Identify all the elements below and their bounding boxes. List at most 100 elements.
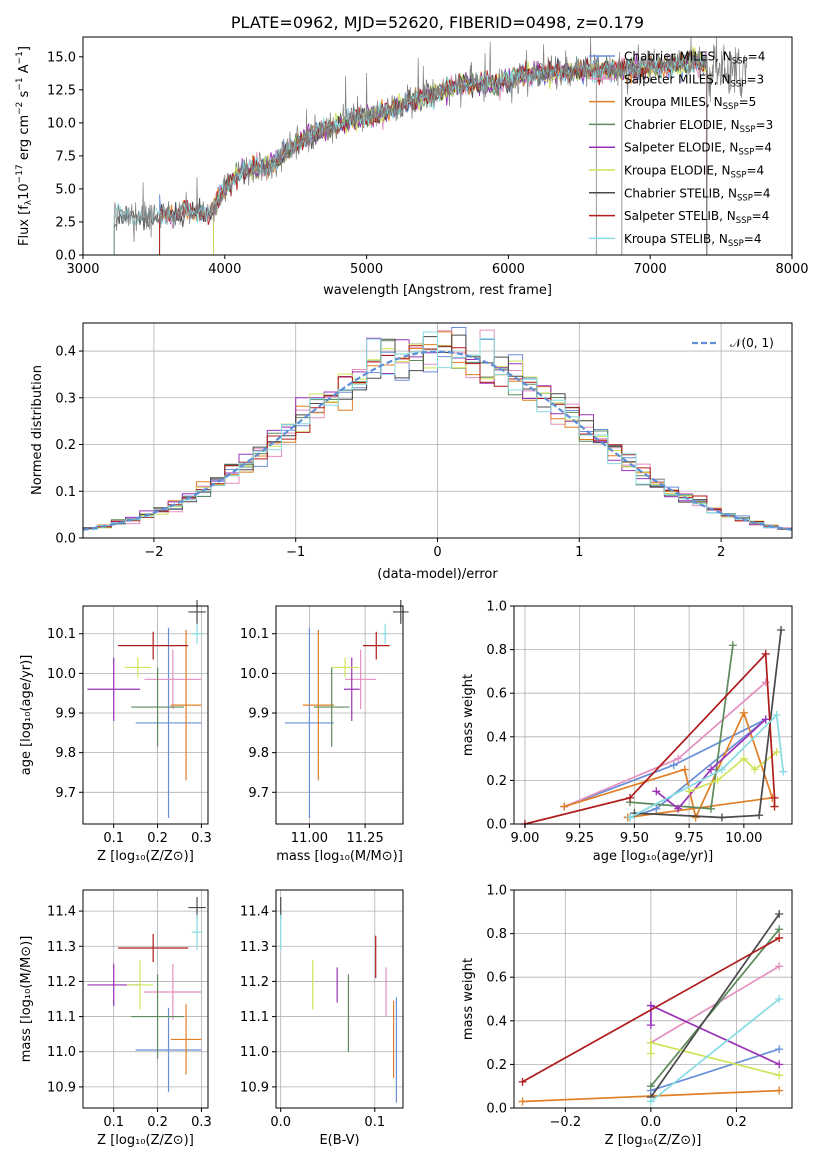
mass-vs-ebv-frame xyxy=(275,889,404,1109)
y-tick-label: 10.0 xyxy=(240,667,269,682)
y-tick-label: 0.2 xyxy=(486,774,507,789)
spectrum-legend: Chabrier MILES, NSSP=4 Salpeter MILES, NS… xyxy=(589,50,773,249)
weight-vs-age-xlabel: age [log₁₀(age/yr)] xyxy=(593,849,714,864)
weight-marker xyxy=(717,813,726,822)
y-tick-label: 0.0 xyxy=(486,818,507,833)
weight-marker xyxy=(646,1038,655,1047)
residuals-ylabel: Normed distribution xyxy=(30,365,45,495)
y-tick-label: 0.8 xyxy=(486,643,507,658)
weight-marker xyxy=(779,767,788,776)
x-tick-label: 9.00 xyxy=(510,831,539,846)
y-tick-label: 11.0 xyxy=(240,1045,269,1060)
x-tick-label: 0.3 xyxy=(191,1115,212,1130)
errorbar-point xyxy=(313,667,350,747)
mass-vs-Z-xlabel: Z [log₁₀(Z/Z⊙)] xyxy=(97,1133,194,1148)
x-tick-label: 0.0 xyxy=(270,1115,291,1130)
weight-marker xyxy=(750,765,759,774)
y-tick-label: 15.0 xyxy=(47,50,76,65)
errorbar-point xyxy=(118,933,189,963)
errorbar-point xyxy=(284,627,334,819)
x-tick-label: 9.25 xyxy=(565,831,594,846)
x-tick-label: −0.2 xyxy=(550,1115,582,1130)
errorbar-point xyxy=(362,631,390,660)
weight-marker xyxy=(691,813,700,822)
y-tick-label: 9.9 xyxy=(248,707,269,722)
weight-marker xyxy=(755,811,764,820)
errorbar-point xyxy=(343,657,360,721)
x-tick-label: 0.1 xyxy=(103,1115,124,1130)
x-tick-label: 9.50 xyxy=(620,831,649,846)
errorbar-point xyxy=(144,649,202,710)
y-tick-label: 11.4 xyxy=(47,905,76,920)
x-tick-label: 0.1 xyxy=(364,1115,385,1130)
weight-marker xyxy=(775,1086,784,1095)
legend-label: Chabrier MILES, NSSP=4 xyxy=(624,50,765,67)
legend-label: Salpeter STELIB, NSSP=4 xyxy=(624,209,769,226)
y-tick-label: 0.4 xyxy=(486,730,507,745)
weight-marker xyxy=(772,711,781,719)
weight-marker xyxy=(728,641,737,650)
errorbar-point xyxy=(135,1007,202,1093)
y-tick-label: 0.0 xyxy=(55,249,76,264)
weight-marker xyxy=(770,802,779,811)
y-tick-label: 10.0 xyxy=(47,667,76,682)
spectrum-xlabel: wavelength [Angstrom, rest frame] xyxy=(323,283,552,298)
mass-vs-Z-grid xyxy=(83,890,208,1108)
errorbar-point xyxy=(126,960,154,1010)
spectrum-frame xyxy=(82,36,793,256)
weight-vs-Z-xlabel: Z [log₁₀(Z/Z⊙)] xyxy=(605,1133,702,1148)
errorbar-point xyxy=(331,657,359,678)
weight-marker xyxy=(626,793,635,802)
age-vs-Z-ylabel: age [log₁₀(age/yr)] xyxy=(19,655,34,776)
y-tick-label: 9.8 xyxy=(248,746,269,761)
errorbar-point xyxy=(302,629,334,781)
mass-vs-Z-ylabel: mass [log₁₀(M/M⊙)] xyxy=(19,936,34,1063)
y-tick-label: 0.1 xyxy=(55,485,76,500)
age-vs-mass-errorbars xyxy=(284,600,409,819)
weight-marker xyxy=(775,995,784,1003)
weight-marker xyxy=(775,962,784,971)
mass-vs-ebv-grid xyxy=(276,890,403,1108)
weight-marker xyxy=(777,625,786,634)
x-tick-label: 0.3 xyxy=(191,831,212,846)
weight-marker xyxy=(775,1045,784,1054)
errorbar-point xyxy=(87,657,141,721)
weight-vs-Z-lines xyxy=(518,909,784,1106)
x-tick-label: −2 xyxy=(144,545,163,560)
x-tick-label: 9.75 xyxy=(675,831,704,846)
y-tick-label: 12.5 xyxy=(47,83,76,98)
y-tick-label: 11.3 xyxy=(47,940,76,955)
weight-marker xyxy=(652,804,661,813)
spectrum-title: PLATE=0962, MJD=52620, FIBERID=0498, z=0… xyxy=(231,13,644,32)
y-tick-label: 11.2 xyxy=(240,975,269,990)
weight-line xyxy=(564,710,774,821)
errorbar-point xyxy=(191,623,203,644)
normal-curve-legend-label: 𝒩(0, 1) xyxy=(730,336,774,350)
y-tick-label: 11.2 xyxy=(47,975,76,990)
errorbar-point xyxy=(131,667,184,747)
weight-marker xyxy=(685,787,694,796)
errorbar-point xyxy=(188,600,206,624)
weight-marker xyxy=(646,1049,655,1058)
x-tick-label: 2 xyxy=(717,545,725,560)
weight-vs-Z-frame xyxy=(513,889,793,1109)
age-vs-Z-frame xyxy=(82,605,209,825)
mass-vs-ebv-xlabel: E(B-V) xyxy=(319,1133,359,1148)
errorbar-point xyxy=(382,623,388,644)
weight-marker xyxy=(775,1071,784,1080)
y-tick-label: 2.5 xyxy=(55,215,76,230)
y-tick-label: 11.1 xyxy=(47,1010,76,1025)
y-tick-label: 0.6 xyxy=(486,971,507,986)
weight-marker xyxy=(772,748,781,757)
x-tick-label: 0.0 xyxy=(641,1115,662,1130)
y-tick-label: 7.5 xyxy=(55,149,76,164)
weight-marker xyxy=(560,802,569,811)
errorbar-point xyxy=(118,631,189,660)
weight-marker xyxy=(775,925,784,934)
weight-vs-age-frame xyxy=(513,605,793,825)
legend-label: Kroupa ELODIE, NSSP=4 xyxy=(624,164,764,181)
y-tick-label: 0.8 xyxy=(486,927,507,942)
weight-marker xyxy=(713,776,722,785)
errorbar-point xyxy=(345,649,377,710)
